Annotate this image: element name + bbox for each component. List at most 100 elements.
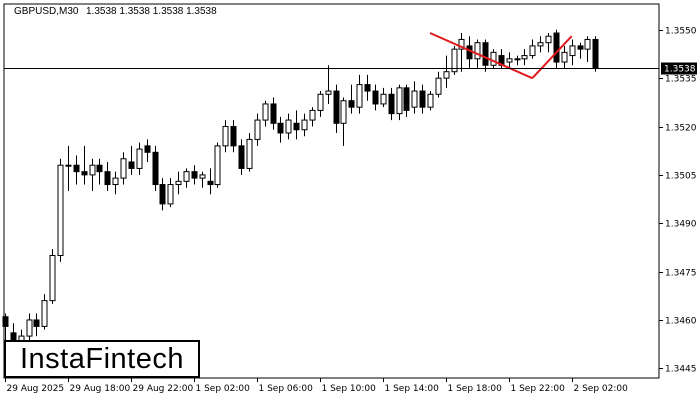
pattern-line <box>429 32 533 80</box>
candle-body-bull <box>325 90 332 95</box>
y-tick-label: 1.3520 <box>665 124 697 134</box>
candle <box>128 145 135 175</box>
candle <box>246 132 253 172</box>
candle <box>262 100 269 127</box>
candle <box>120 152 127 185</box>
y-tick-label: 1.3550 <box>665 27 697 37</box>
candle-body-bull <box>521 55 528 60</box>
candle <box>396 84 403 121</box>
candle-body-bear <box>128 161 135 169</box>
candle <box>191 165 198 185</box>
candle-body-bear <box>159 184 166 205</box>
candle <box>458 33 465 72</box>
candle <box>325 65 332 104</box>
x-tick-label: 1 Sep 06:00 <box>259 384 314 394</box>
candle-body-bull <box>561 51 568 63</box>
x-tick-label: 29 Aug 18:00 <box>70 384 131 394</box>
candle <box>159 178 166 211</box>
candle <box>57 158 64 262</box>
candle-body-bear <box>73 164 80 173</box>
candle-body-bear <box>81 171 88 176</box>
candle <box>230 120 237 153</box>
candle <box>26 313 33 343</box>
candle-body-bull <box>89 164 96 176</box>
candle-body-bear <box>348 100 355 108</box>
candle-body-bull <box>57 164 64 256</box>
candle <box>592 36 599 72</box>
brand-logo: InstaFintech <box>4 340 200 378</box>
candle <box>490 49 497 69</box>
y-tick-label: 1.3490 <box>665 220 697 230</box>
pattern-line <box>531 35 573 79</box>
candle <box>207 168 214 195</box>
candle-body-bull <box>427 93 434 108</box>
candle-body-bear <box>577 45 584 50</box>
candle-body-bear <box>592 38 599 69</box>
candle-body-bear <box>33 319 40 327</box>
candle-body-bull <box>411 90 418 108</box>
candle-body-bull <box>490 51 497 66</box>
candle <box>214 142 221 188</box>
candle-body-bull <box>214 145 221 186</box>
x-tick-label: 2 Sep 02:00 <box>574 384 629 394</box>
candle <box>529 39 536 59</box>
x-tick-label: 1 Sep 10:00 <box>322 384 377 394</box>
candle <box>175 171 182 195</box>
x-tick-label: 29 Aug 22:00 <box>133 384 194 394</box>
x-axis: 29 Aug 2025 29 Aug 18:00 29 Aug 22:00 1 Sep… <box>5 378 629 394</box>
candle <box>443 55 450 88</box>
candle-body-bull <box>569 45 576 57</box>
candle <box>33 313 40 337</box>
brand-logo-text: InstaFintech <box>20 342 184 375</box>
chart-symbol: GBPUSD,M30 <box>14 6 79 17</box>
candle <box>356 74 363 114</box>
candle-body-bear <box>333 90 340 124</box>
candle <box>73 155 80 185</box>
candle-body-bear <box>482 42 489 66</box>
y-tick-label: 1.3505 <box>665 172 697 182</box>
candle-body-bull <box>26 319 33 337</box>
candle <box>584 36 591 63</box>
candle-body-bull <box>246 138 253 169</box>
candle <box>411 81 418 114</box>
candle-body-bull <box>451 48 458 73</box>
candle-body-bear <box>152 151 159 186</box>
candle-body-bull <box>537 42 544 47</box>
candle <box>403 84 410 117</box>
candle <box>96 158 103 185</box>
candle-body-bear <box>364 84 371 92</box>
y-tick-label: 1.3460 <box>665 317 697 327</box>
candle-body-bull <box>199 174 206 179</box>
candle-body-bear <box>403 87 410 111</box>
candle-body-bull <box>222 126 229 147</box>
candle-body-bull <box>112 177 119 186</box>
candle <box>293 110 300 140</box>
candle-body-bear <box>270 103 277 124</box>
candle-body-bull <box>506 58 513 63</box>
candles-group <box>2 29 599 359</box>
candle <box>482 39 489 72</box>
candle <box>506 52 513 69</box>
candle-body-bear <box>419 90 426 108</box>
current-price-tag <box>661 62 697 75</box>
current-price-label: 1.3538 <box>664 65 696 75</box>
candle-body-bull <box>301 119 308 131</box>
candle-body-bull <box>262 103 269 121</box>
candle <box>537 36 544 53</box>
candle-body-bear <box>466 45 473 60</box>
candle-body-bull <box>545 35 552 44</box>
candle <box>112 171 119 195</box>
candle <box>348 84 355 114</box>
candle-body-bull <box>317 93 324 111</box>
candle <box>545 33 552 53</box>
candle-body-bull <box>285 119 292 134</box>
candle <box>270 97 277 130</box>
candle <box>254 113 261 146</box>
candle-body-bear <box>293 122 300 131</box>
candle-body-bear <box>388 93 395 115</box>
pattern-group <box>429 32 573 80</box>
candle-body-bull <box>49 254 56 302</box>
candle <box>222 120 229 153</box>
x-tick-label: 1 Sep 02:00 <box>196 384 251 394</box>
candle-body-bull <box>514 58 521 61</box>
